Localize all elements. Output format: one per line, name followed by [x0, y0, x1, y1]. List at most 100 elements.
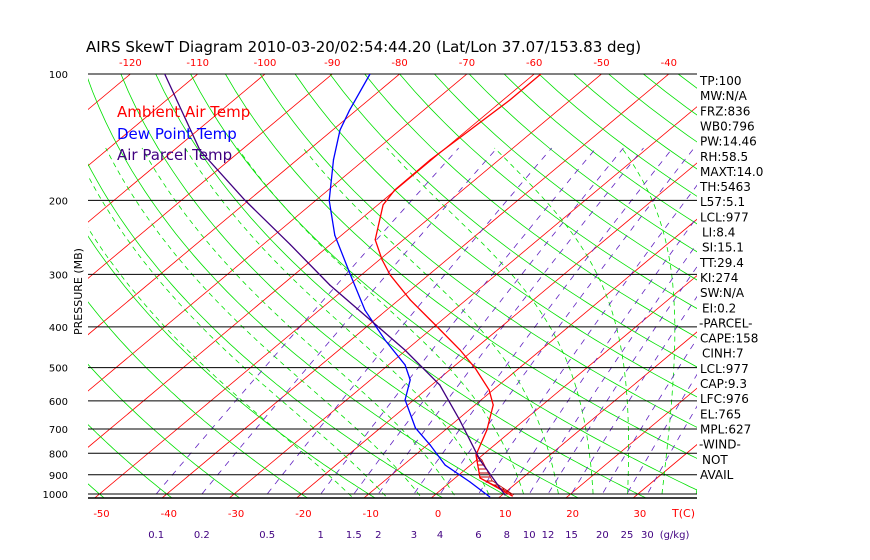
mixing-ratio-unit-label: (g/kg) [660, 530, 690, 541]
bottom-temp-tick-label: -30 [228, 509, 244, 520]
moist-adiabat-line [621, 147, 676, 498]
isotherm-line [430, 275, 697, 498]
mixing-ratio-tick-label: 12 [542, 530, 555, 541]
pressure-tick-label: 700 [49, 425, 68, 436]
mixing-ratio-tick-label: 10 [523, 530, 536, 541]
pressure-lines [88, 73, 697, 499]
mixing-ratio-line [152, 147, 459, 498]
pressure-tick-label: 1000 [43, 490, 68, 501]
isotherm-line [88, 74, 266, 223]
isotherm-line [0, 65, 7, 503]
dew-point-temp-point [348, 109, 351, 111]
dew-point-temp-line [328, 74, 491, 498]
dew-point-temp-point [409, 379, 411, 381]
dry-adiabat-line [434, 74, 697, 281]
isotherm-line [295, 162, 697, 498]
dew-point-temp-point [429, 444, 431, 446]
moist-adiabat-line [302, 147, 560, 498]
ambient-air-temp-point [469, 129, 471, 131]
ambient-air-temp-point [394, 189, 396, 191]
stat-item: PW:14.46 [700, 135, 757, 149]
isotherm-line [88, 74, 468, 392]
mixing-ratio-line [436, 147, 695, 498]
air-parcel-temp-point [289, 244, 292, 246]
dry-adiabat-line [225, 74, 697, 459]
stat-item: TH:5463 [699, 180, 751, 194]
mixing-ratio-line [350, 147, 624, 498]
mixing-ratio-tick-label: 0.2 [194, 530, 210, 541]
dew-point-temp-point [334, 234, 336, 236]
dry-adiabat-line [88, 363, 241, 498]
moist-adiabat-line [88, 227, 354, 498]
dry-adiabat-line [88, 301, 309, 498]
mixing-ratio-tick-label: 30 [641, 530, 654, 541]
dew-point-temp-point [444, 464, 446, 466]
air-parcel-temp-point [404, 349, 406, 351]
stat-item: -PARCEL- [699, 316, 753, 330]
ambient-air-temp-point [492, 404, 494, 406]
y-axis-label: PRESSURE (MB) [72, 248, 85, 335]
dry-adiabat-line [329, 74, 697, 368]
stat-item: TT:29.4 [699, 256, 744, 270]
chart-title: AIRS SkewT Diagram 2010-03-20/02:54:44.2… [86, 38, 641, 56]
mixing-ratio-tick-label: 0.1 [148, 530, 164, 541]
mixing-ratio-tick-label: 3 [411, 530, 417, 541]
legend-air-parcel-temp: Air Parcel Temp [117, 146, 232, 164]
ambient-air-temp-point [488, 389, 490, 391]
dry-adiabat-line [88, 424, 173, 498]
ambient-air-temp-point [511, 495, 513, 497]
dew-point-temp-point [384, 339, 386, 341]
profiles [164, 74, 542, 498]
pressure-tick-label: 100 [49, 70, 68, 81]
stat-item: LCL:977 [700, 362, 749, 376]
air-parcel-temp-point [199, 149, 201, 151]
ambient-air-temp-point [382, 204, 384, 206]
dew-point-temp-point [489, 496, 491, 498]
mixing-ratio-tick-label: 4 [437, 530, 443, 541]
dew-point-temp-point [339, 129, 341, 131]
air-parcel-temp-point [369, 319, 371, 321]
dry-adiabat-line [294, 74, 697, 398]
top-temp-tick-label: -50 [593, 58, 609, 69]
bottom-temp-tick-label: -10 [363, 509, 379, 520]
isotherm-line [0, 65, 74, 503]
stat-item: KI:274 [700, 271, 738, 285]
stat-item: WB0:796 [700, 119, 755, 133]
pressure-tick-label: 500 [49, 364, 68, 375]
air-parcel-temp-point [164, 74, 166, 75]
dry-adiabat-line [399, 74, 697, 309]
stat-item: L57:5.1 [700, 195, 745, 209]
stat-item: EL:765 [700, 407, 741, 421]
stat-item: LI:8.4 [702, 226, 735, 240]
stat-item: LCL:977 [700, 210, 749, 224]
ambient-air-temp-point [479, 477, 481, 479]
isotherm-line [565, 387, 697, 498]
ambient-air-temp-point [474, 367, 476, 369]
stat-item: -WIND- [699, 438, 741, 452]
stat-item: NOT [702, 453, 728, 467]
stat-item: MW:N/A [700, 89, 748, 103]
ambient-air-temp-point [509, 98, 512, 101]
mixing-ratio-line [568, 295, 697, 498]
isotherm-line [88, 74, 199, 167]
ambient-air-temp-point [429, 159, 431, 161]
isotherm-line [88, 74, 333, 279]
ambient-air-temp-point [409, 299, 411, 301]
mixing-ratio-tick-label: 1 [318, 530, 324, 541]
dry-adiabat-line [503, 74, 697, 225]
bottom-temp-tick-label: 30 [634, 509, 647, 520]
dry-adiabat-line [468, 74, 697, 253]
isotherm-line [762, 65, 870, 503]
top-temp-tick-label: -60 [526, 58, 542, 69]
dew-point-temp-point [414, 427, 417, 429]
air-parcel-temp-point [504, 494, 506, 496]
dry-adiabat-line [259, 74, 697, 428]
top-temp-tick-label: -80 [391, 58, 407, 69]
ambient-air-temp-point [381, 259, 383, 261]
stat-item: MPL:627 [700, 422, 751, 436]
dry-adiabat-line [0, 74, 42, 503]
mixing-ratio-line [410, 147, 674, 498]
dry-adiabat-line [155, 74, 647, 498]
